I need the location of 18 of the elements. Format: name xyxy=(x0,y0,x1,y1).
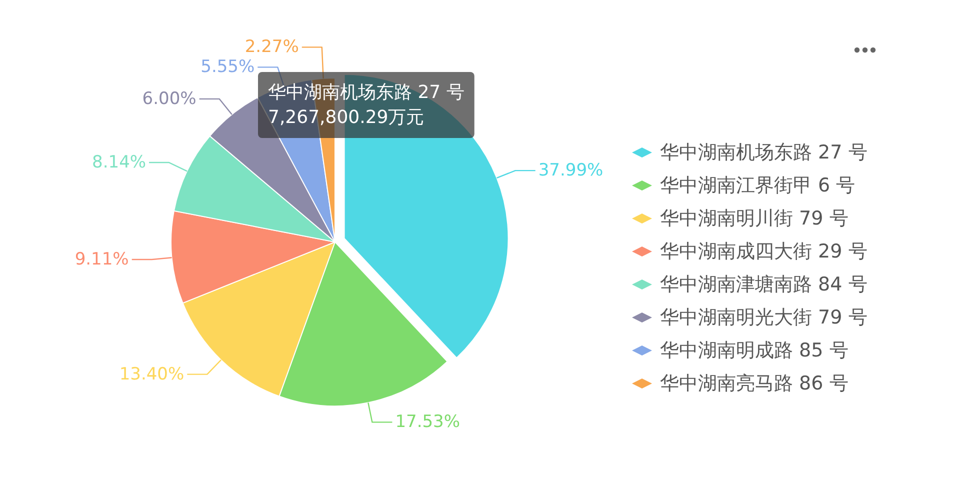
data-label: 6.00% xyxy=(142,88,196,109)
data-label: 8.14% xyxy=(92,152,146,173)
data-label: 37.99% xyxy=(538,160,604,181)
data-label: 5.55% xyxy=(200,57,255,78)
legend-label: 华中湖南亮马路 86 号 xyxy=(660,372,848,394)
legend-label: 华中湖南机场东路 27 号 xyxy=(660,142,868,164)
legend-label: 华中湖南成四大街 29 号 xyxy=(660,240,868,262)
legend-label: 华中湖南津塘南路 84 号 xyxy=(660,274,868,296)
data-label: 17.53% xyxy=(395,412,460,432)
legend-label: 华中湖南江界街甲 6 号 xyxy=(660,174,856,196)
legend-label: 华中湖南明川街 79 号 xyxy=(660,208,848,230)
legend-label: 华中湖南明光大街 79 号 xyxy=(660,306,868,328)
data-label: 13.40% xyxy=(119,364,184,384)
legend-label: 华中湖南明成路 85 号 xyxy=(660,340,848,362)
data-label: 2.27% xyxy=(244,37,299,58)
text: 7,267,800.29万元 xyxy=(268,107,424,128)
data-label: 9.11% xyxy=(74,250,129,270)
text: 华中湖南机场东路 27 号 xyxy=(268,82,464,103)
